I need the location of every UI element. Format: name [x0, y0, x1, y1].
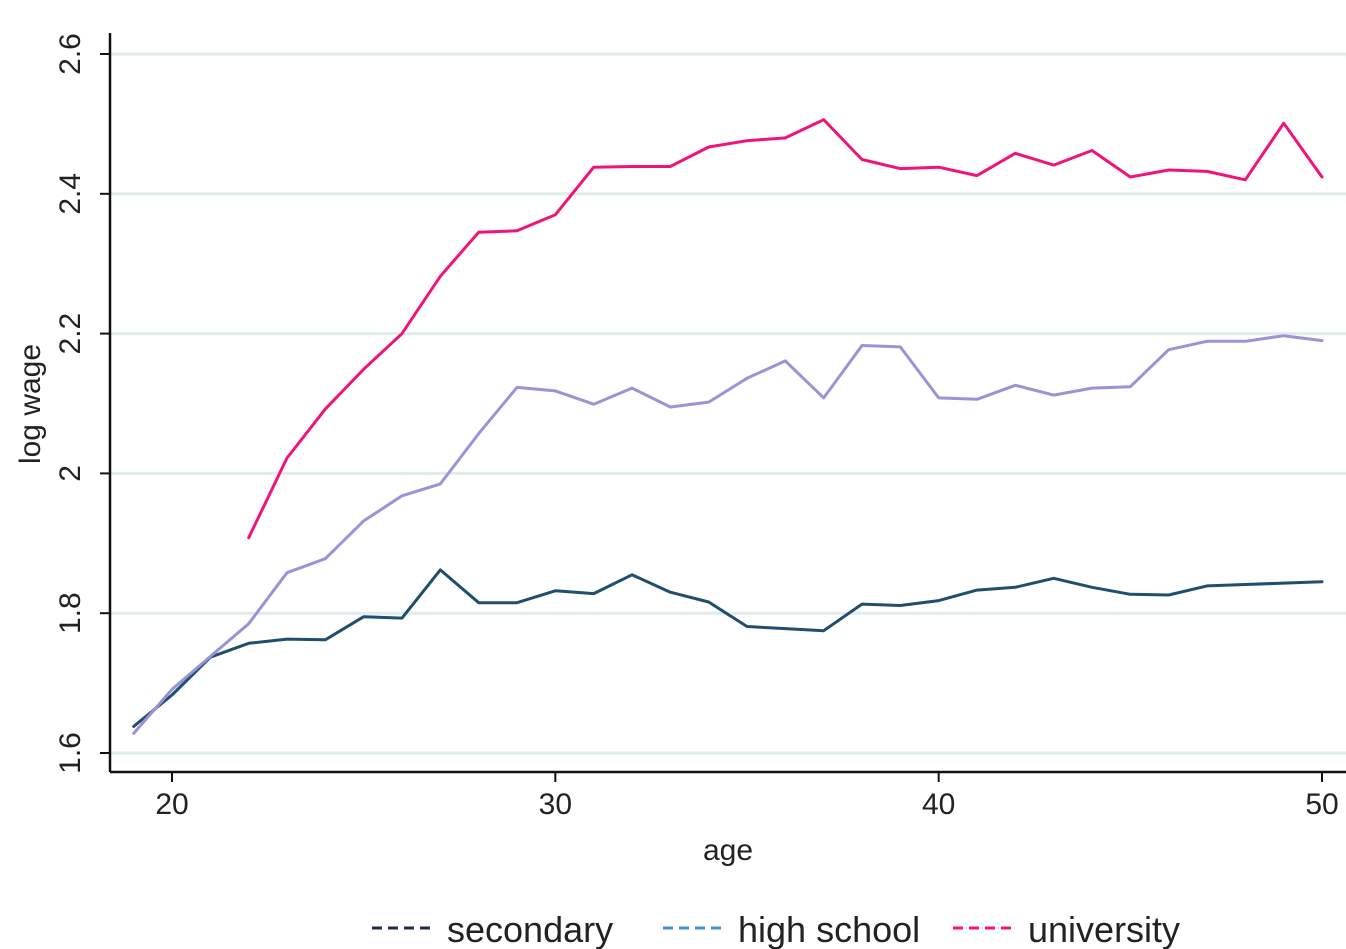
- y-tick-label: 2.4: [54, 173, 87, 215]
- axes: [108, 33, 1346, 774]
- legend-label-high-school: high school: [738, 909, 920, 949]
- y-tick-label: 2.2: [54, 313, 87, 355]
- y-tick-label: 1.8: [54, 592, 87, 634]
- x-tick-label: 40: [922, 788, 955, 821]
- x-axis-title: age: [703, 834, 753, 867]
- ticks: 1.6 1.8 2 2.2 2.4 2.6 20 30 40 50: [54, 33, 1339, 821]
- series-line-high-school: [132, 334, 1324, 735]
- series-line-university: [247, 118, 1324, 540]
- series-line-secondary: [132, 568, 1324, 728]
- legend-label-university: university: [1028, 909, 1180, 949]
- x-tick-label: 20: [155, 788, 188, 821]
- x-tick-label: 50: [1305, 788, 1338, 821]
- gridlines: [110, 52, 1346, 755]
- x-tick-label: 30: [539, 788, 572, 821]
- y-tick-label: 2: [54, 465, 87, 482]
- legend: secondary high school university: [372, 909, 1180, 949]
- series-lines: [132, 118, 1324, 735]
- legend-label-secondary: secondary: [447, 909, 613, 949]
- y-axis-title: log wage: [14, 344, 47, 464]
- y-tick-label: 1.6: [54, 732, 87, 774]
- y-tick-label: 2.6: [54, 33, 87, 75]
